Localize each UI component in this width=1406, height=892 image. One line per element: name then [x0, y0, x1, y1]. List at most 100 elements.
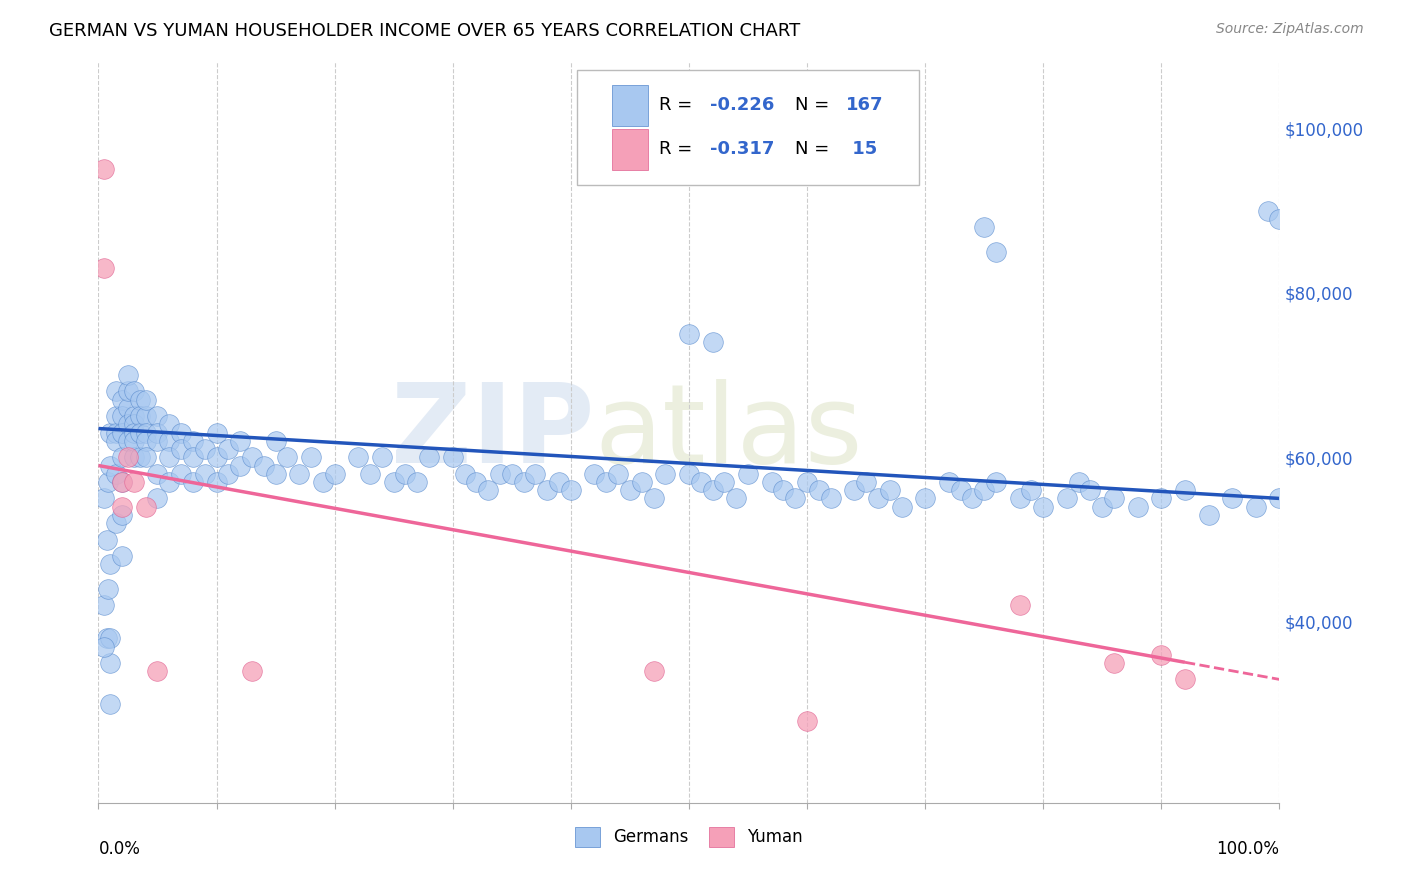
Point [157, 417, 180, 432]
Point [117, 434, 139, 448]
Point [1021, 483, 1043, 498]
Point [97, 475, 120, 489]
Point [949, 483, 972, 498]
Text: -0.226: -0.226 [710, 96, 775, 114]
Point [1008, 491, 1031, 506]
Point [111, 409, 134, 424]
Point [146, 425, 169, 440]
Point [181, 475, 204, 489]
Point [725, 491, 748, 506]
Point [117, 450, 139, 465]
Point [229, 434, 252, 448]
Point [98, 697, 121, 711]
Point [288, 467, 311, 481]
Point [654, 467, 676, 481]
Point [93, 640, 115, 654]
Point [105, 434, 128, 448]
Point [1257, 203, 1279, 218]
Point [866, 491, 889, 506]
Point [93, 261, 115, 276]
Point [1080, 483, 1102, 498]
Point [135, 425, 157, 440]
Text: ZIP: ZIP [391, 379, 595, 486]
Point [111, 425, 134, 440]
Text: 167: 167 [846, 96, 883, 114]
Point [772, 483, 794, 498]
Point [299, 450, 322, 465]
Point [844, 483, 866, 498]
Point [111, 500, 134, 514]
Point [441, 450, 464, 465]
Point [583, 467, 606, 481]
Point [170, 425, 193, 440]
Point [205, 425, 228, 440]
Point [1268, 491, 1291, 506]
Point [93, 599, 115, 613]
Point [619, 483, 641, 498]
Point [536, 483, 558, 498]
Point [276, 450, 298, 465]
Point [1150, 648, 1173, 662]
Point [111, 475, 134, 489]
Point [394, 467, 416, 481]
Point [264, 434, 287, 448]
Point [973, 483, 995, 498]
Point [1126, 500, 1149, 514]
Point [1174, 483, 1197, 498]
Point [240, 664, 263, 678]
Point [548, 475, 571, 489]
Point [128, 425, 150, 440]
Point [1102, 491, 1125, 506]
Point [1067, 475, 1090, 489]
Point [796, 714, 818, 728]
Point [96, 632, 118, 646]
Point [312, 475, 335, 489]
Point [678, 467, 700, 481]
Point [105, 409, 128, 424]
Text: GERMAN VS YUMAN HOUSEHOLDER INCOME OVER 65 YEARS CORRELATION CHART: GERMAN VS YUMAN HOUSEHOLDER INCOME OVER … [49, 22, 800, 40]
Text: Source: ZipAtlas.com: Source: ZipAtlas.com [1216, 22, 1364, 37]
Point [98, 558, 121, 572]
Text: N =: N = [796, 140, 835, 158]
Point [229, 458, 252, 473]
Point [128, 392, 150, 407]
Point [122, 417, 145, 432]
Point [253, 458, 276, 473]
Point [146, 491, 169, 506]
Point [1102, 656, 1125, 670]
Point [194, 467, 217, 481]
Point [217, 442, 239, 456]
Point [1244, 500, 1267, 514]
Point [98, 458, 121, 473]
Point [122, 475, 145, 489]
Point [157, 434, 180, 448]
Point [157, 450, 180, 465]
Point [418, 450, 440, 465]
Point [181, 450, 204, 465]
Point [111, 475, 134, 489]
Point [1268, 211, 1291, 226]
Point [643, 664, 665, 678]
Point [382, 475, 405, 489]
Point [689, 475, 711, 489]
Point [146, 434, 169, 448]
Point [713, 475, 735, 489]
Point [890, 500, 912, 514]
Point [205, 450, 228, 465]
Point [855, 475, 877, 489]
Point [1150, 491, 1173, 506]
Point [1198, 508, 1220, 522]
FancyBboxPatch shape [576, 70, 920, 185]
Point [128, 409, 150, 424]
Point [117, 384, 139, 399]
Point [135, 392, 157, 407]
Point [359, 467, 381, 481]
Point [1008, 599, 1031, 613]
Point [128, 450, 150, 465]
Point [477, 483, 499, 498]
Point [1056, 491, 1078, 506]
Point [122, 434, 145, 448]
Point [501, 467, 523, 481]
Point [807, 483, 830, 498]
FancyBboxPatch shape [612, 85, 648, 126]
